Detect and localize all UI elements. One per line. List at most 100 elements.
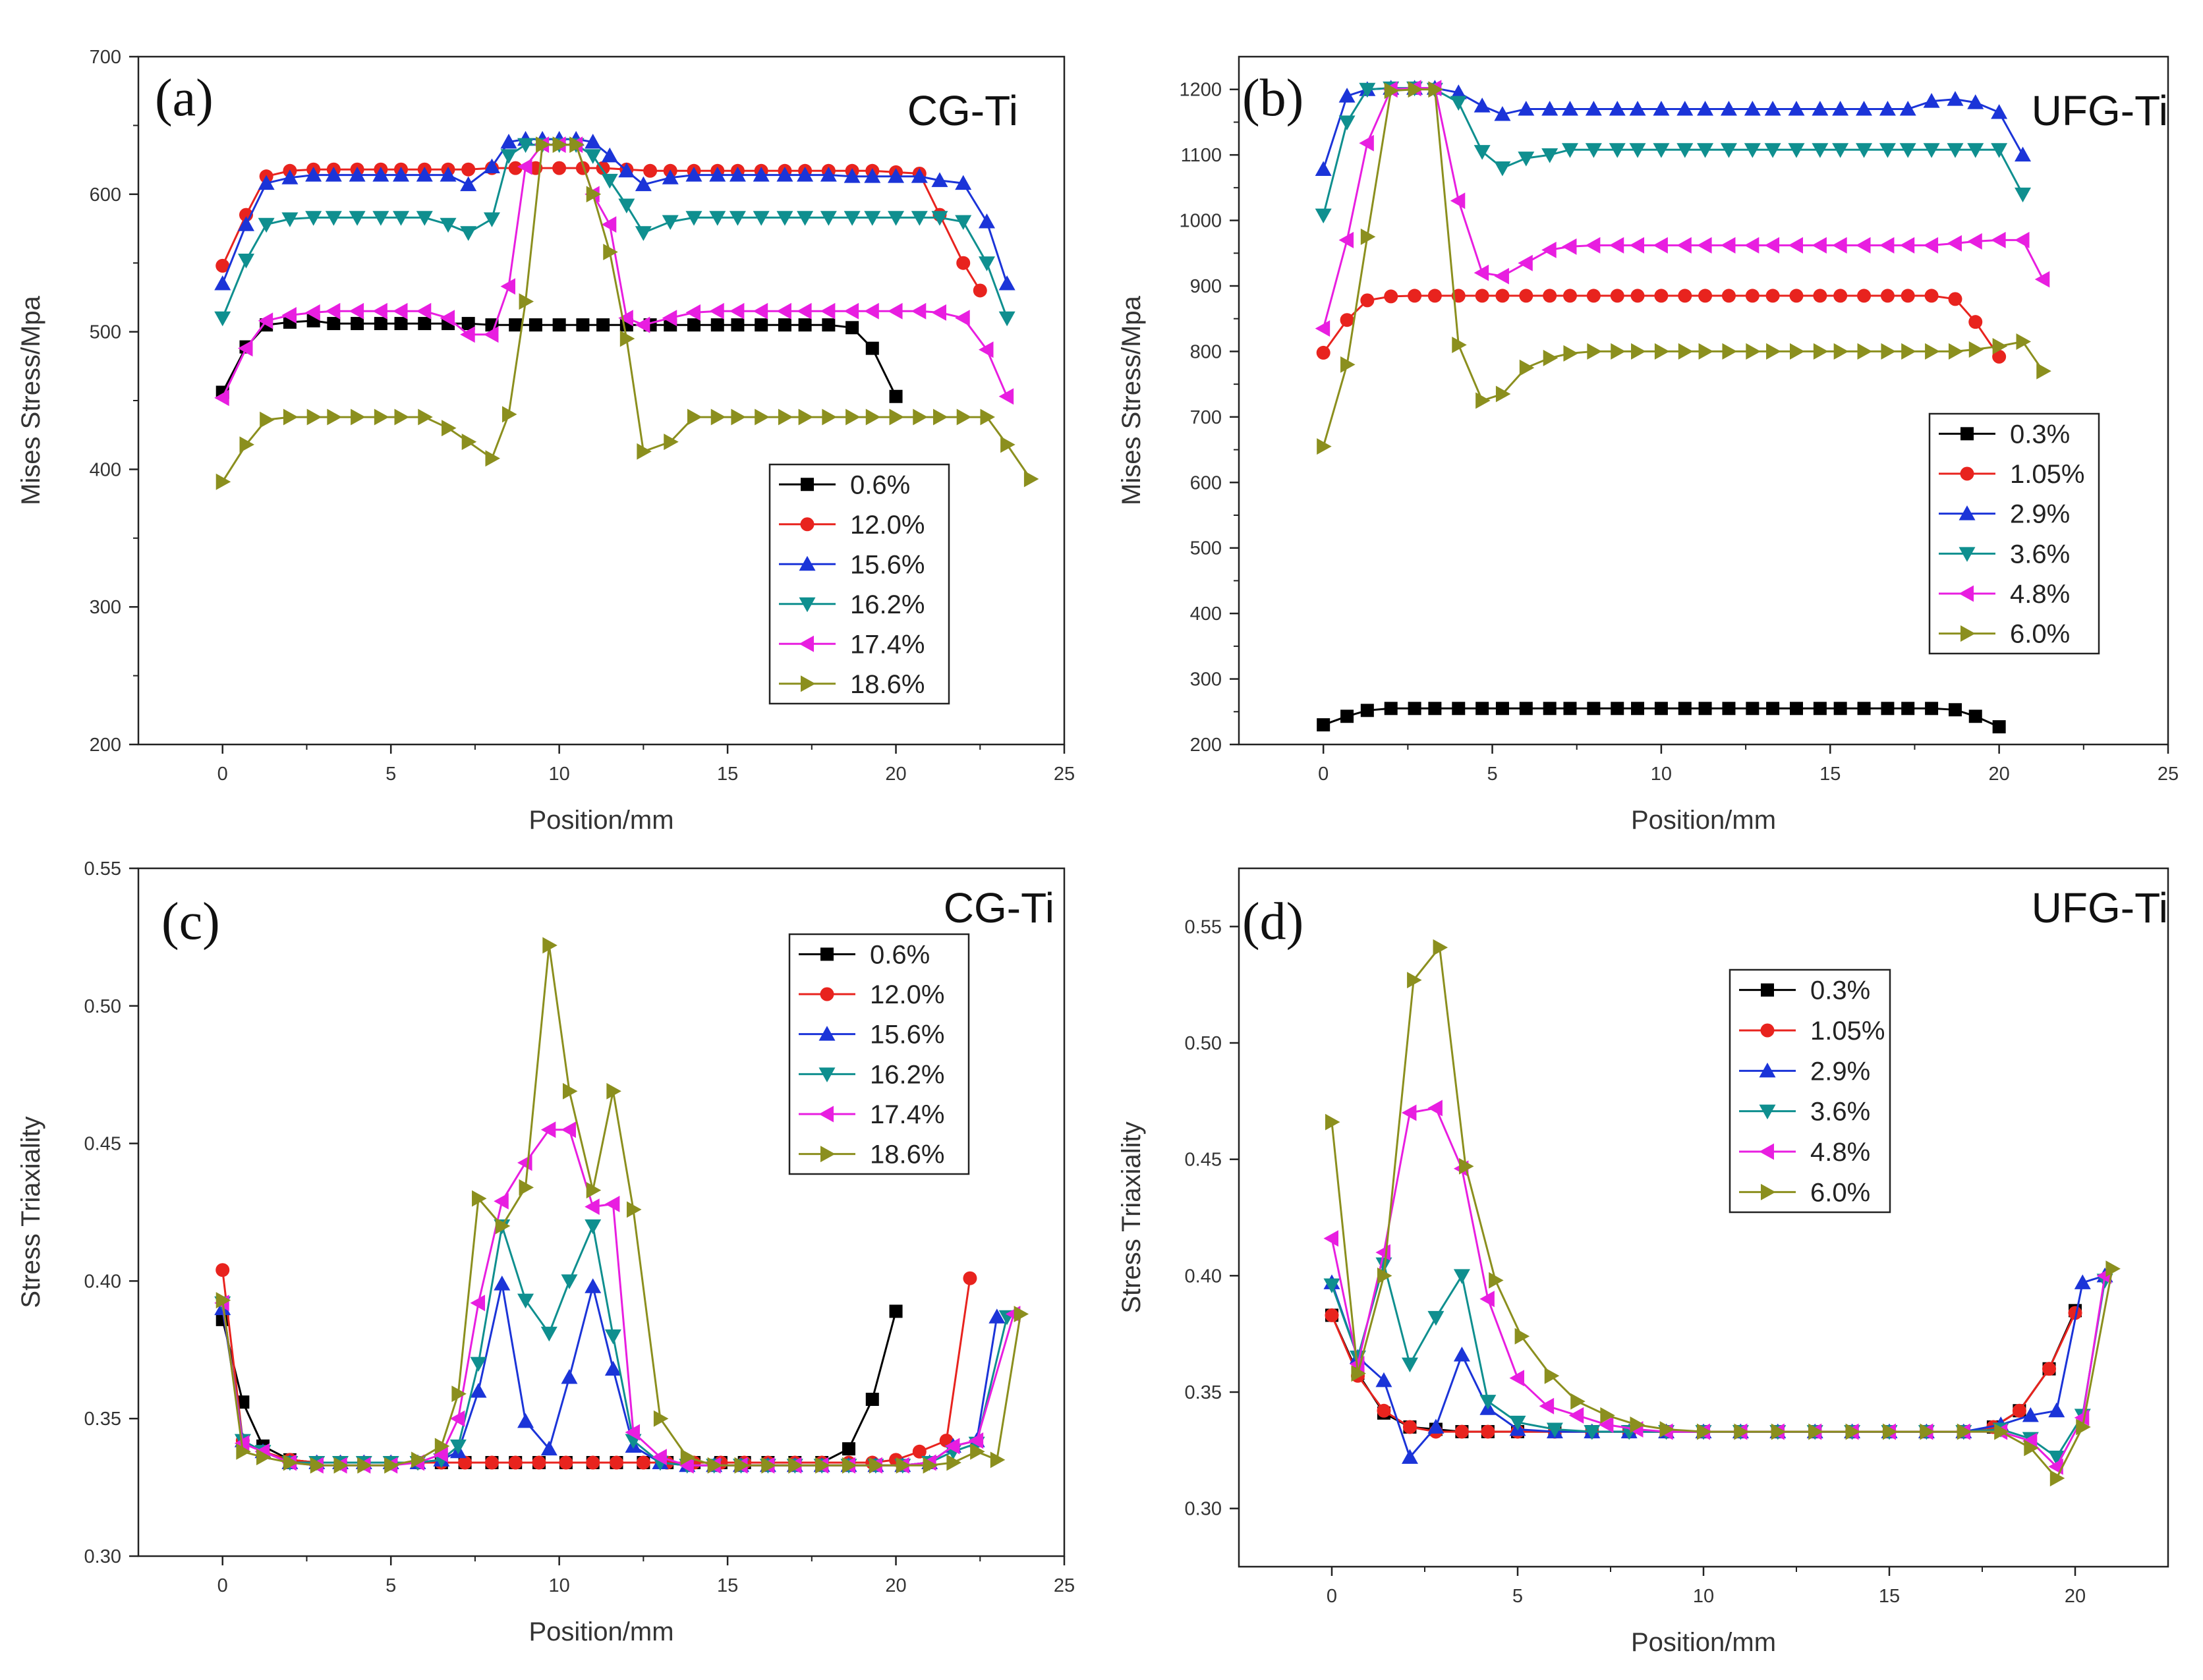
data-point <box>1509 1370 1524 1387</box>
data-point <box>327 317 341 331</box>
data-point <box>1883 1423 1898 1440</box>
data-point <box>1947 91 1964 106</box>
data-point <box>664 434 679 451</box>
data-point <box>460 226 477 241</box>
data-point <box>1901 702 1915 715</box>
series-line <box>221 1310 897 1464</box>
data-point <box>1563 702 1577 715</box>
data-point <box>1676 143 1694 158</box>
data-point <box>1856 237 1871 254</box>
series-0.6% <box>215 1304 903 1470</box>
data-point <box>460 176 477 192</box>
data-point <box>1629 237 1645 254</box>
chart-panel-b: 0 5 10 15 20 25 200 300 400 500 600 700 800 900 1000 11… <box>1117 55 2179 835</box>
data-point <box>1994 1423 2009 1440</box>
x-tick-label: 25 <box>1054 1575 1075 1596</box>
data-point <box>604 1360 621 1376</box>
y-tick-label: 200 <box>1190 735 1222 756</box>
data-point <box>1629 101 1646 116</box>
legend-label: 15.6% <box>870 1021 944 1050</box>
data-point <box>1375 1257 1392 1273</box>
data-point <box>1586 289 1601 303</box>
data-point <box>1519 289 1533 303</box>
data-point <box>734 1457 750 1474</box>
data-point <box>433 1445 448 1463</box>
series-line <box>221 167 981 291</box>
data-point <box>500 149 517 164</box>
data-point <box>1452 702 1466 715</box>
data-point <box>2015 187 2032 203</box>
y-tick-label: 600 <box>90 184 121 206</box>
data-point <box>1631 343 1646 360</box>
data-point <box>442 420 457 437</box>
data-point <box>1495 289 1510 303</box>
y-tick-label: 600 <box>1190 472 1222 493</box>
data-point <box>509 318 523 332</box>
data-point <box>1653 143 1670 158</box>
x-axis-label: Position/mm <box>529 1617 673 1646</box>
data-point <box>281 307 297 324</box>
data-point <box>1479 1395 1497 1410</box>
data-point <box>1808 1423 1823 1440</box>
data-point <box>973 283 987 298</box>
data-point <box>956 408 972 426</box>
data-point <box>635 176 652 192</box>
data-point <box>606 1082 621 1100</box>
data-point <box>519 1179 534 1196</box>
data-point <box>483 326 499 343</box>
data-point <box>1598 1416 1614 1433</box>
x-tick-label: 15 <box>717 764 738 785</box>
data-point <box>449 1439 467 1455</box>
y-tick-label: 300 <box>90 597 121 618</box>
data-point <box>2042 1362 2057 1376</box>
data-point <box>214 311 231 327</box>
data-point <box>283 408 299 426</box>
x-tick-label: 25 <box>2158 764 2179 785</box>
data-point <box>585 1198 600 1216</box>
data-point <box>1698 289 1713 303</box>
data-point <box>1561 101 1578 116</box>
data-point <box>1766 702 1780 715</box>
data-point <box>1960 625 1976 642</box>
data-point <box>484 1455 499 1470</box>
legend-item: 1.05% <box>1939 460 2084 489</box>
data-point <box>2034 271 2050 288</box>
data-point <box>576 318 590 332</box>
data-point <box>1698 343 1714 360</box>
data-point <box>1609 101 1626 116</box>
series-4.8% <box>1323 1100 2112 1475</box>
legend: 0.3% 1.05% 2.9% 3.6% 4.8% 6.0% <box>1928 412 2100 655</box>
data-point <box>1340 356 1356 373</box>
data-point <box>955 215 972 231</box>
material-label: UFG-Ti <box>2032 87 2168 134</box>
data-point <box>1948 343 1964 360</box>
data-point <box>800 517 815 532</box>
data-point <box>1764 101 1781 116</box>
series-18.6% <box>215 136 1039 490</box>
legend-item: 16.2% <box>779 590 925 619</box>
data-point <box>1452 336 1467 353</box>
data-point <box>239 436 254 453</box>
legend-label: 0.3% <box>2010 420 2070 449</box>
data-point <box>1316 345 1330 360</box>
data-point <box>869 1457 884 1474</box>
series-0.6% <box>215 314 903 403</box>
data-point <box>604 1195 620 1212</box>
data-point <box>755 318 768 332</box>
data-point <box>1541 101 1559 116</box>
x-tick-label: 10 <box>549 1575 570 1596</box>
data-point <box>461 162 476 177</box>
data-point <box>1992 349 2007 364</box>
data-point <box>820 947 834 961</box>
series-4.8% <box>1315 80 2050 337</box>
data-point <box>214 275 231 291</box>
series-1.05% <box>1316 289 2007 364</box>
data-point <box>1433 939 1448 956</box>
data-point <box>1427 289 1442 303</box>
data-point <box>1813 343 1829 360</box>
y-axis-label: Stress Triaxiality <box>16 1116 45 1308</box>
data-point <box>351 408 366 426</box>
data-point <box>1544 1367 1560 1384</box>
data-point <box>542 937 558 954</box>
data-point <box>1561 143 1578 158</box>
